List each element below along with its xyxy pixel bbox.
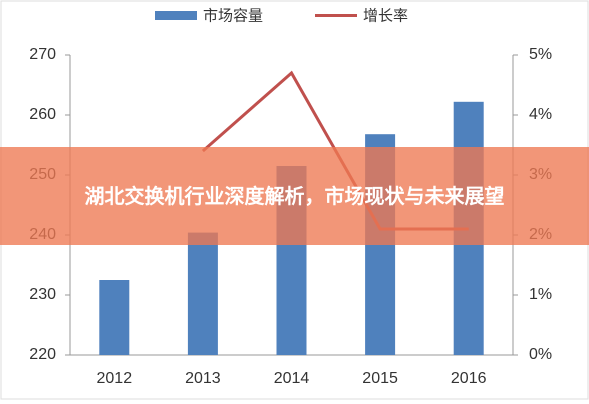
x-tick-label: 2013 <box>185 370 221 387</box>
y-tick-label: 270 <box>29 46 56 63</box>
x-tick-label: 2016 <box>451 370 487 387</box>
legend-swatch <box>155 11 197 20</box>
x-tick-label: 2012 <box>97 370 133 387</box>
legend-label: 增长率 <box>363 7 408 25</box>
y-tick-label: 260 <box>29 106 56 123</box>
y2-tick-label: 1% <box>529 286 552 303</box>
x-tick-label: 2015 <box>362 370 398 387</box>
banner: 湖北交换机行业深度解析，市场现状与未来展望 <box>0 147 589 245</box>
y2-tick-label: 5% <box>529 46 552 63</box>
legend-label: 市场容量 <box>203 7 263 25</box>
x-tick-label: 2014 <box>274 370 310 387</box>
bar <box>187 232 218 355</box>
banner-title: 湖北交换机行业深度解析，市场现状与未来展望 <box>84 183 505 208</box>
y2-tick-label: 0% <box>529 346 552 363</box>
y-tick-label: 230 <box>29 286 56 303</box>
bar <box>99 280 130 355</box>
y-tick-label: 220 <box>29 346 56 363</box>
y2-tick-label: 4% <box>529 106 552 123</box>
